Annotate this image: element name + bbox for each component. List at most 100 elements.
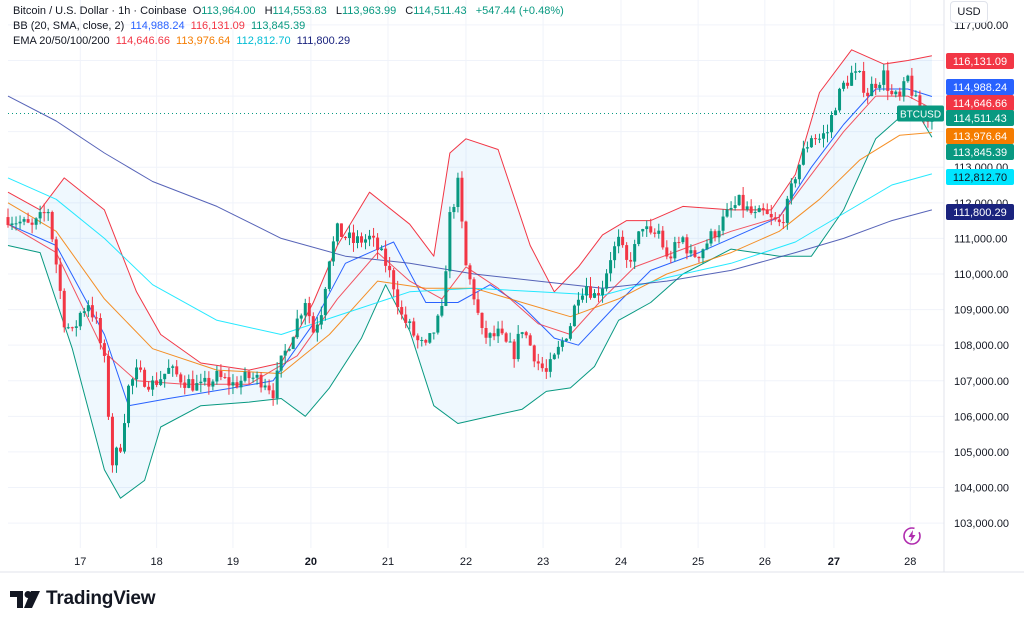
candle-body [745, 206, 749, 210]
symbol-title[interactable]: Bitcoin / U.S. Dollar · 1h · Coinbase [13, 5, 187, 17]
candle-body [785, 198, 789, 223]
price-label-text: 114,646.66 [953, 98, 1007, 110]
x-tick-label: 27 [828, 556, 840, 568]
high-label: H [264, 5, 273, 17]
candle-body [713, 231, 717, 238]
time-axis[interactable]: 17 18 19 20 21 22 23 24 25 26 27 28 [74, 556, 916, 568]
candle-body [424, 340, 428, 343]
candle-body [38, 212, 42, 219]
open-label: O [192, 5, 202, 17]
candle-body [247, 371, 251, 379]
bb-lower-value: 113,845.39 [250, 20, 306, 32]
candle-body [645, 226, 649, 230]
y-tick-label: 108,000.00 [954, 340, 1009, 352]
candle-body [307, 303, 311, 317]
candle-body [42, 212, 46, 214]
candle-body [339, 223, 343, 237]
candle-body [737, 194, 741, 206]
candle-body [878, 84, 882, 89]
candle-body [243, 371, 247, 381]
tradingview-logo[interactable]: TradingView [10, 588, 156, 610]
y-tick-label: 111,000.00 [954, 233, 1007, 245]
candle-body [793, 179, 797, 184]
low-label: L [335, 5, 342, 17]
candle-body [504, 333, 508, 342]
candle-body [440, 305, 444, 316]
candle-body [850, 72, 854, 86]
candle-body [813, 138, 817, 140]
candle-body [412, 321, 416, 336]
candle-body [355, 236, 359, 243]
candle-body [420, 340, 424, 342]
candle-body [143, 369, 147, 387]
candle-body [593, 293, 597, 298]
lightning-icon[interactable] [902, 526, 922, 546]
bb-label[interactable]: BB (20, SMA, close, 2) [13, 20, 125, 32]
candle-body [568, 326, 572, 339]
candle-body [826, 132, 830, 134]
candle-body [18, 221, 22, 224]
currency-button[interactable]: USD [950, 1, 988, 23]
price-label-box [946, 144, 1014, 160]
candle-body [789, 183, 793, 199]
x-tick-label: 21 [382, 556, 394, 568]
candle-body [456, 177, 460, 208]
x-tick-label: 24 [615, 556, 627, 568]
candle-body [323, 288, 327, 316]
ohlc-legend: Bitcoin / U.S. Dollar · 1h · Coinbase O1… [13, 4, 567, 18]
candle-body [319, 315, 323, 325]
candle-body [199, 381, 203, 384]
candle-body [605, 273, 609, 289]
candle-body [673, 242, 677, 259]
high-value: 114,553.83 [272, 5, 327, 17]
line-ema50 [7, 132, 932, 375]
candle-body [528, 335, 532, 346]
candle-body [625, 245, 629, 260]
price-label-text: 116,131.09 [953, 56, 1007, 68]
candle-body [183, 382, 187, 388]
open-value: 113,964.00 [201, 5, 256, 17]
candle-body [372, 235, 376, 238]
candle-body [854, 71, 858, 73]
price-label-box [946, 79, 1014, 95]
candle-body [86, 305, 90, 312]
candle-body [777, 219, 781, 223]
candle-body [697, 256, 701, 259]
candle-body [765, 209, 769, 214]
candle-body [464, 221, 468, 266]
candle-body [805, 147, 809, 149]
candle-body [432, 332, 436, 334]
candle-body [122, 423, 126, 452]
candle-body [532, 345, 536, 362]
ema-legend: EMA 20/50/100/200 114,646.66 113,976.64 … [13, 34, 353, 48]
candle-body [613, 246, 617, 261]
candle-body [894, 91, 898, 95]
x-tick-label: 25 [692, 556, 704, 568]
ema20-value: 114,646.66 [115, 35, 170, 47]
candle-body [131, 379, 135, 386]
candle-body [584, 286, 588, 296]
ema-label[interactable]: EMA 20/50/100/200 [13, 35, 110, 47]
candle-body [548, 359, 552, 372]
candle-body [50, 211, 54, 240]
x-tick-label: 19 [227, 556, 239, 568]
y-tick-label: 110,000.00 [954, 269, 1008, 281]
price-label-text: 112,812.70 [953, 172, 1007, 184]
candle-body [842, 82, 846, 89]
candle-body [858, 71, 862, 73]
candle-body [175, 366, 179, 375]
line-bb-lower [7, 109, 933, 499]
candle-body [10, 223, 14, 226]
btcusd-tag-text: BTCUSD [900, 109, 941, 120]
candle-body [287, 349, 291, 351]
candle-body [187, 379, 191, 388]
candle-body [351, 232, 355, 243]
candle-body [46, 211, 50, 214]
y-tick-label: 107,000.00 [954, 376, 1009, 388]
price-labels: 116,131.09 114,988.24 114,646.66 BTCUSD 114,… [897, 53, 1014, 220]
candle-body [211, 381, 215, 387]
candle-body [343, 236, 347, 239]
candle-body [416, 335, 420, 341]
change-value: +547.44 (+0.48%) [475, 5, 564, 17]
